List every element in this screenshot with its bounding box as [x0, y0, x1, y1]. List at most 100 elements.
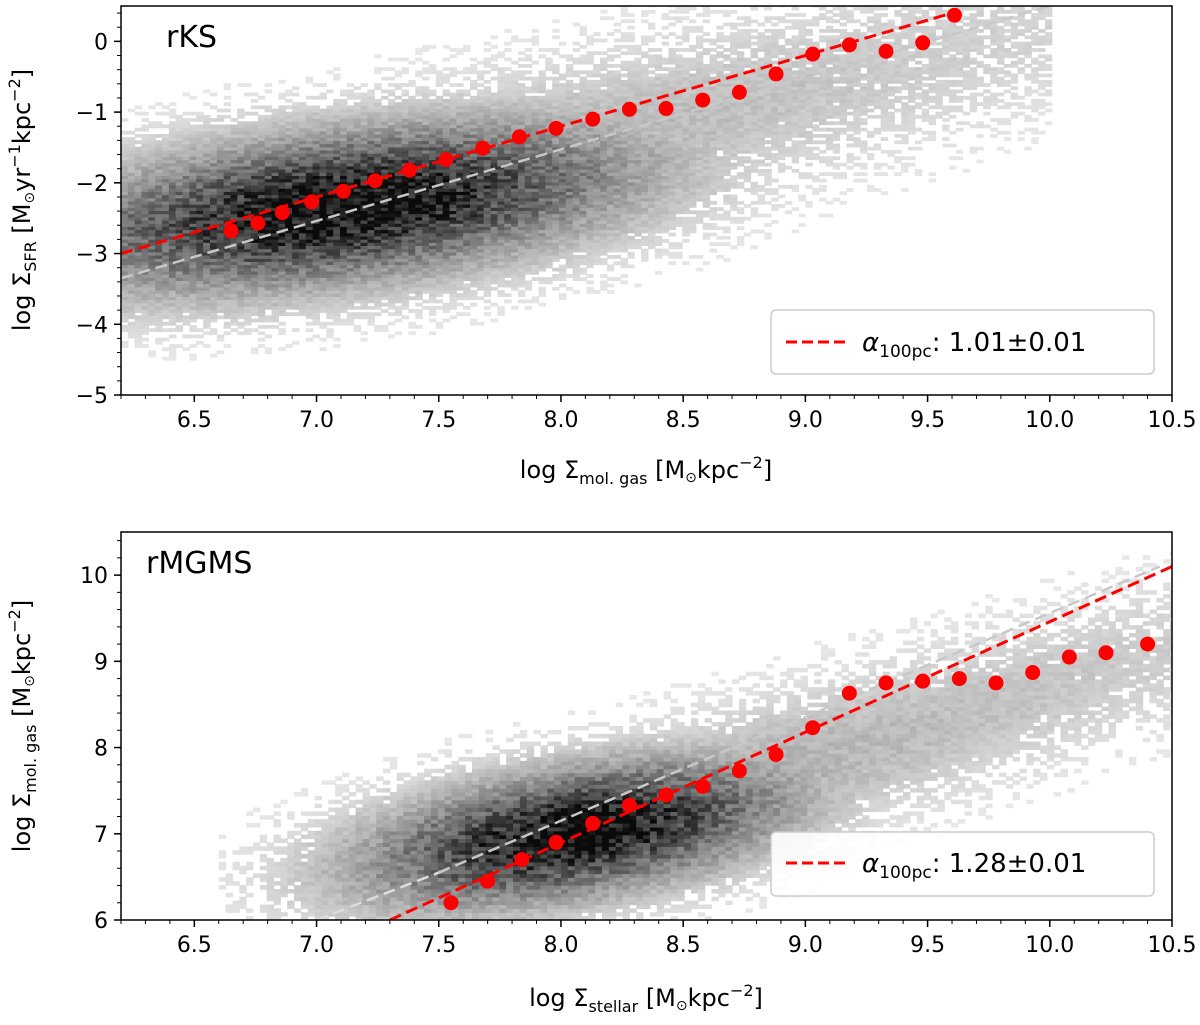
density-bin: [340, 220, 348, 224]
density-bin: [476, 296, 485, 301]
density-bin: [394, 137, 403, 141]
density-bin: [442, 140, 451, 145]
density-bin: [127, 194, 136, 199]
density-bin: [292, 223, 300, 227]
density-bin: [203, 146, 211, 151]
density-bin: [216, 315, 225, 320]
density-bin: [572, 175, 581, 180]
density-bin: [271, 207, 279, 211]
density-bin: [346, 121, 355, 126]
density-bin: [203, 258, 211, 262]
density-bin: [292, 283, 300, 288]
density-bin: [394, 57, 403, 62]
density-bin: [559, 130, 567, 135]
density-bin: [189, 140, 197, 145]
density-bin: [134, 248, 143, 253]
density-bin: [148, 172, 156, 176]
density-bin: [312, 184, 320, 189]
density-bin: [210, 293, 218, 297]
density-bin: [524, 248, 533, 253]
density-bin: [565, 108, 574, 113]
density-bin: [456, 267, 464, 272]
density-bin: [148, 162, 156, 167]
density-bin: [162, 312, 170, 316]
density-bin: [387, 169, 396, 173]
density-bin: [394, 242, 403, 246]
density-bin: [408, 223, 416, 227]
density-bin: [394, 248, 403, 253]
density-bin: [422, 267, 430, 272]
density-bin: [476, 191, 485, 196]
density-bin: [545, 223, 553, 227]
density-bin: [524, 99, 533, 103]
density-bin: [504, 216, 512, 221]
density-bin: [333, 309, 341, 313]
density-bin: [305, 229, 314, 234]
density-bin: [552, 248, 560, 253]
density-bin: [292, 328, 300, 332]
density-bin: [346, 149, 355, 154]
density-bin: [168, 280, 177, 285]
density-bin: [203, 261, 211, 266]
density-bin: [381, 264, 389, 269]
density-bin: [148, 210, 156, 215]
density-bin: [319, 229, 327, 234]
density-bin: [333, 181, 341, 186]
density-bin: [429, 200, 437, 205]
density-bin: [155, 175, 163, 180]
density-bin: [333, 220, 341, 224]
density-bin: [278, 251, 286, 256]
density-bin: [134, 334, 143, 339]
density-bin: [367, 165, 375, 170]
density-bin: [456, 99, 464, 103]
density-bin: [189, 232, 197, 237]
density-bin: [148, 235, 156, 240]
density-bin: [538, 172, 546, 176]
density-bin: [319, 169, 327, 173]
density-bin: [216, 274, 225, 278]
density-bin: [456, 220, 464, 224]
density-bin: [476, 111, 485, 116]
density-bin: [155, 188, 163, 192]
density-bin: [121, 296, 129, 301]
density-bin: [298, 226, 307, 231]
density-bin: [511, 121, 519, 126]
density-bin: [278, 118, 286, 122]
density-bin: [326, 204, 334, 208]
density-bin: [251, 293, 259, 297]
density-bin: [429, 188, 437, 192]
density-bin: [552, 286, 560, 291]
density-bin: [257, 172, 266, 176]
density-bin: [456, 248, 464, 253]
density-bin: [374, 159, 382, 164]
density-bin: [189, 146, 197, 151]
density-bin: [340, 318, 348, 323]
density-bin: [134, 149, 143, 154]
density-bin: [155, 184, 163, 189]
density-bin: [257, 121, 266, 126]
density-bin: [559, 41, 567, 46]
density-bin: [175, 312, 184, 316]
density-bin: [442, 44, 451, 49]
density-bin: [298, 191, 307, 196]
density-bin: [292, 277, 300, 281]
density-bin: [572, 86, 581, 91]
density-bin: [593, 64, 601, 68]
density-bin: [470, 162, 478, 167]
density-bin: [381, 296, 389, 301]
density-bin: [387, 210, 396, 215]
density-bin: [545, 261, 553, 266]
density-bin: [271, 143, 279, 148]
density-bin: [586, 286, 594, 291]
density-bin: [168, 235, 177, 240]
density-bin: [175, 277, 184, 281]
density-bin: [353, 121, 362, 126]
density-bin: [415, 146, 423, 151]
density-bin: [292, 143, 300, 148]
density-bin: [264, 350, 273, 355]
density-bin: [340, 165, 348, 170]
density-bin: [367, 137, 375, 141]
density-bin: [367, 99, 375, 103]
density-bin: [298, 130, 307, 135]
density-bin: [559, 83, 567, 87]
